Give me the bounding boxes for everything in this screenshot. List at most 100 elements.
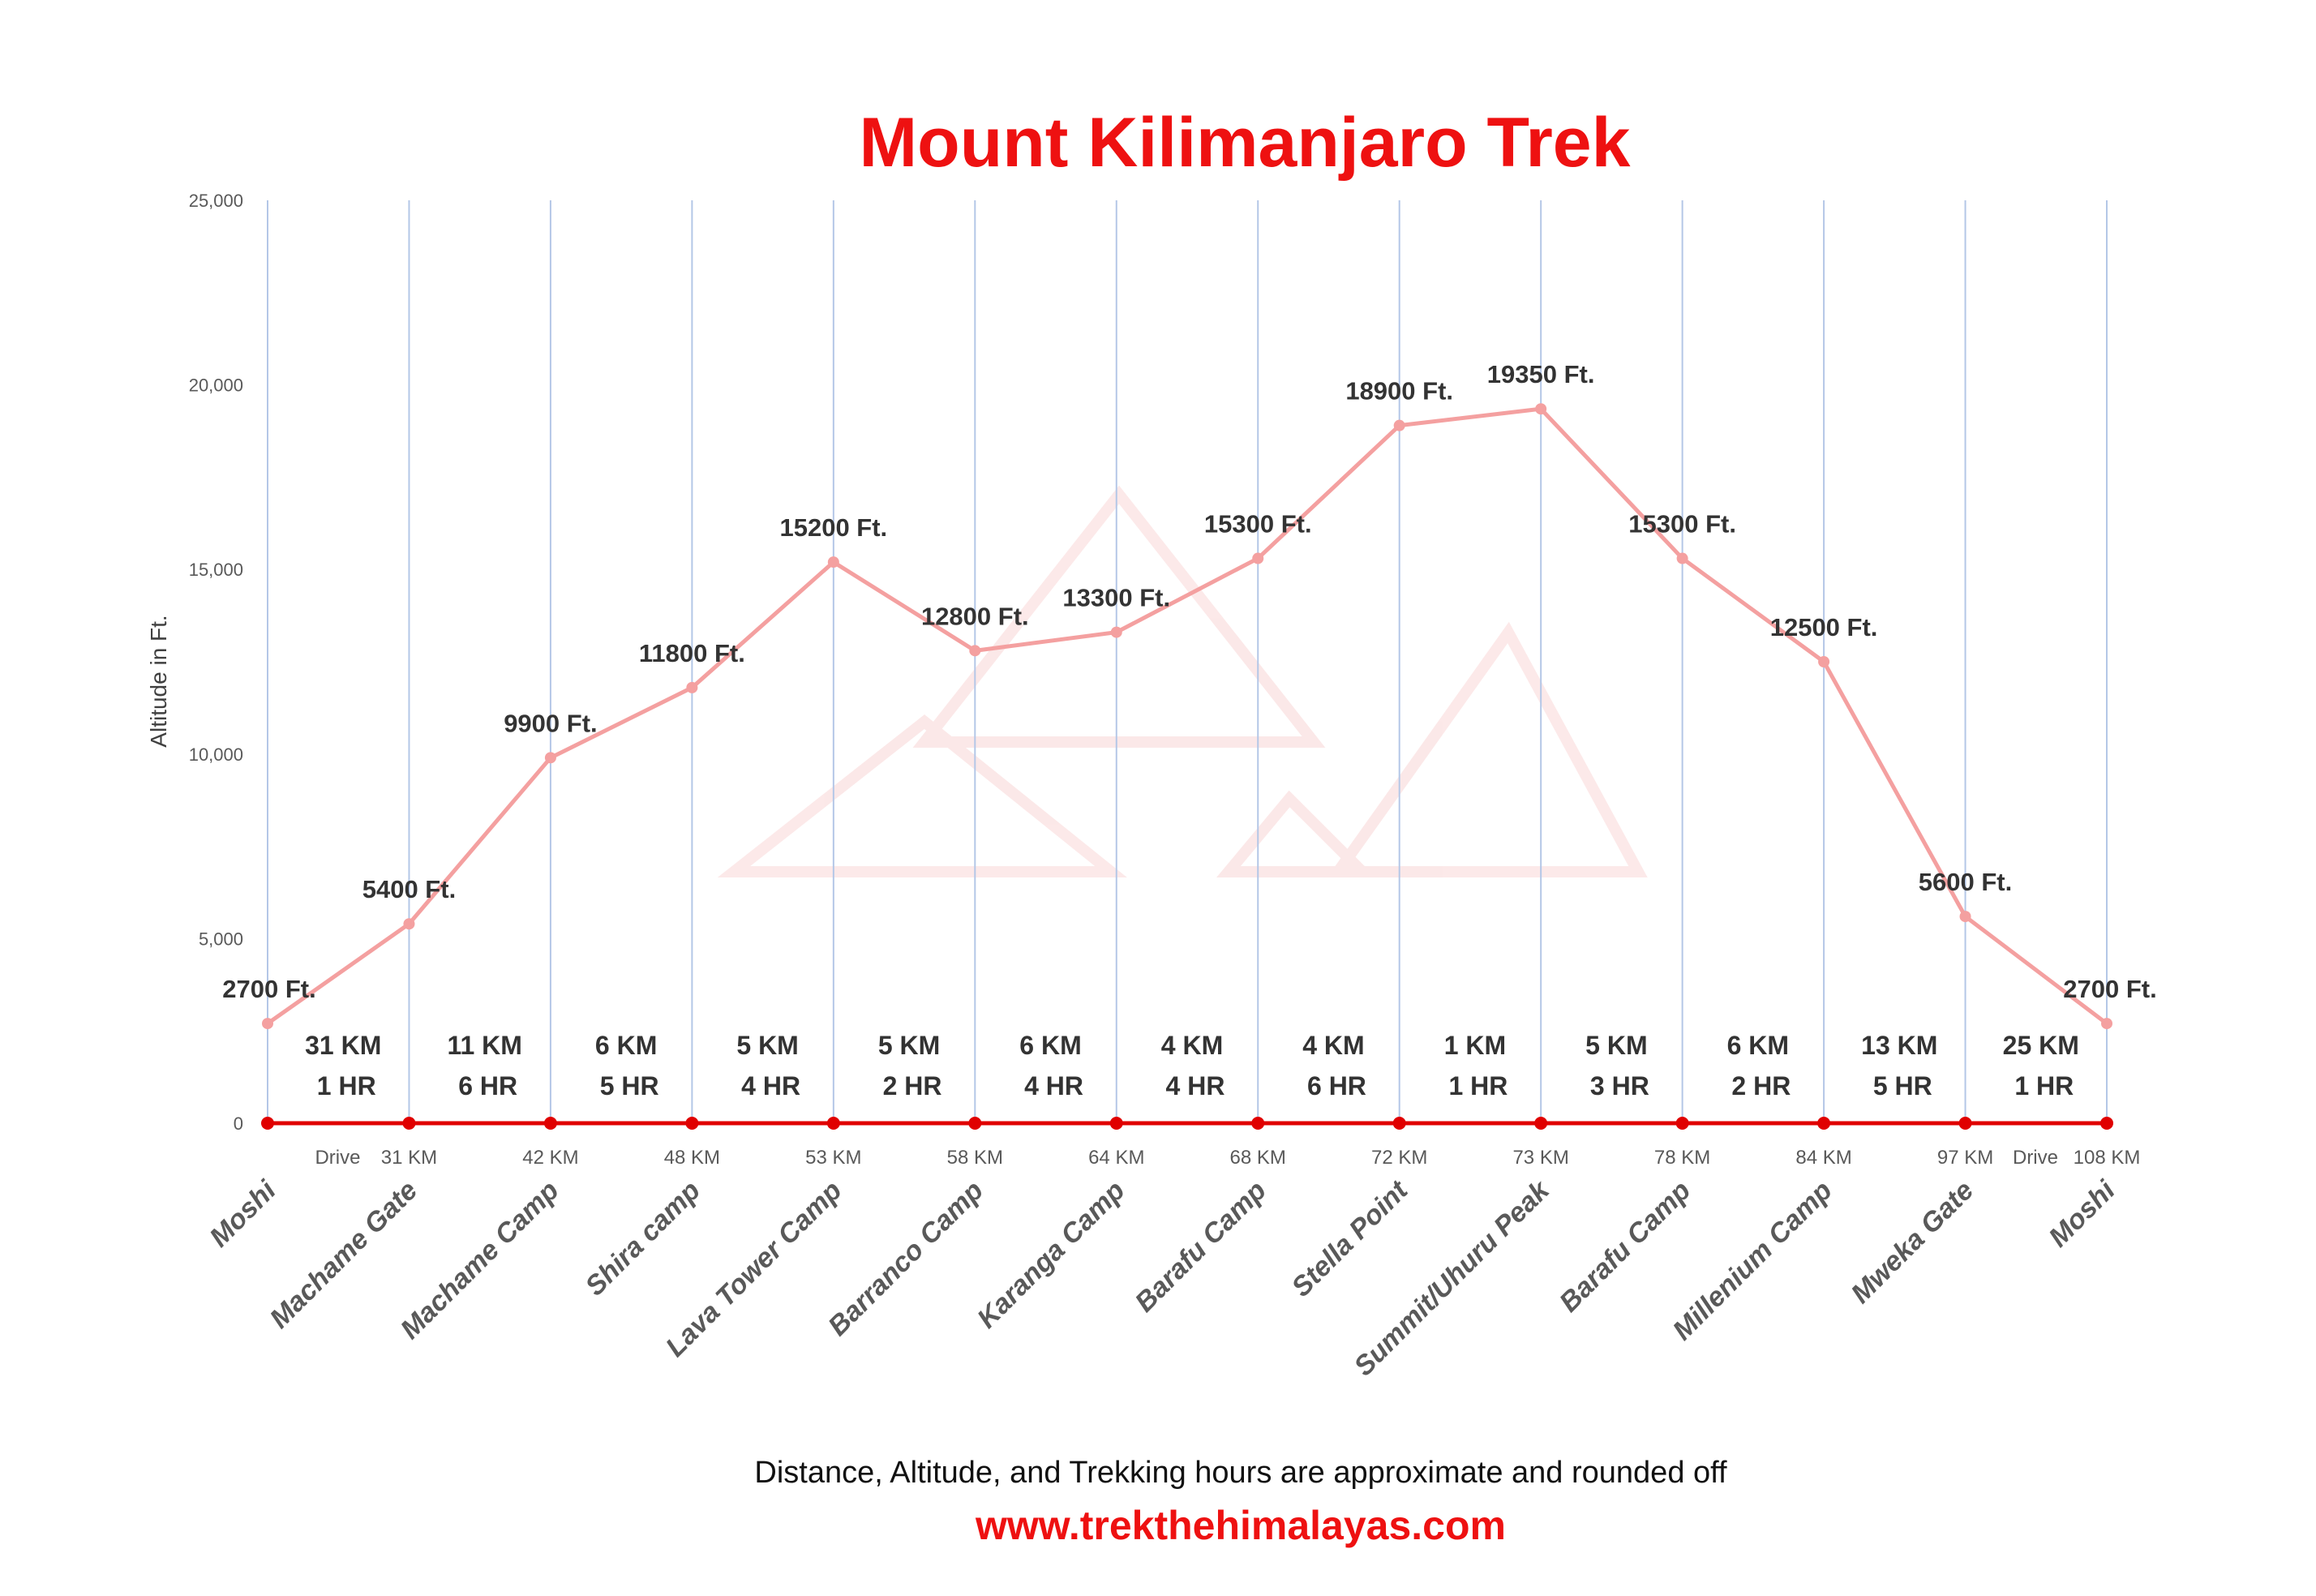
baseline-point bbox=[1675, 1117, 1689, 1130]
cumulative-distance: 78 KM bbox=[1654, 1147, 1710, 1169]
category-label: Shira camp bbox=[580, 1175, 706, 1302]
altitude-point bbox=[1959, 911, 1971, 923]
altitude-point bbox=[1393, 419, 1405, 431]
data-label: 5600 Ft. bbox=[1919, 868, 2012, 896]
watermark-logo bbox=[717, 485, 1648, 877]
baseline-point bbox=[1109, 1117, 1123, 1130]
baseline-point bbox=[1958, 1117, 1972, 1130]
data-label: 2700 Ft. bbox=[222, 975, 315, 1003]
cumulative-distance: 108 KM bbox=[2074, 1147, 2141, 1169]
segment-hours: 4 HR bbox=[741, 1071, 800, 1100]
baseline-point bbox=[2100, 1117, 2113, 1130]
baseline-point bbox=[1817, 1117, 1831, 1130]
baseline bbox=[261, 1117, 2113, 1130]
segment-hours: 5 HR bbox=[600, 1071, 659, 1100]
altitude-point bbox=[1535, 403, 1547, 415]
segment-distance: 1 KM bbox=[1444, 1031, 1506, 1060]
y-tick-label: 20,000 bbox=[189, 375, 243, 396]
altitude-point bbox=[969, 645, 981, 657]
category-label: Mweka Gate bbox=[1845, 1175, 1979, 1310]
data-label: 13300 Ft. bbox=[1062, 584, 1170, 612]
cumulative-distance: 84 KM bbox=[1795, 1147, 1851, 1169]
distance-labels: Drive Drive 31 KM 42 KM 48 KM 53 KM 58 KM 64 KM… bbox=[315, 1147, 2140, 1169]
segment-distance: 6 KM bbox=[1019, 1031, 1081, 1060]
segment-hours: 2 HR bbox=[1731, 1071, 1791, 1100]
data-label: 9900 Ft. bbox=[504, 709, 597, 737]
drive-note: Drive bbox=[315, 1147, 360, 1169]
segment-distance: 5 KM bbox=[878, 1031, 940, 1060]
altitude-point bbox=[827, 556, 839, 568]
baseline-point bbox=[968, 1117, 982, 1130]
baseline-point bbox=[685, 1117, 699, 1130]
category-label: Barafu Camp bbox=[1554, 1175, 1697, 1319]
segment-distance: 25 KM bbox=[2003, 1031, 2079, 1060]
cumulative-distance: 64 KM bbox=[1088, 1147, 1144, 1169]
altitude-point bbox=[686, 681, 698, 693]
segment-distance: 4 KM bbox=[1161, 1031, 1223, 1060]
y-tick-label: 25,000 bbox=[189, 191, 243, 211]
baseline-point bbox=[1392, 1117, 1406, 1130]
drive-note: Drive bbox=[2013, 1147, 2058, 1169]
baseline-point bbox=[826, 1117, 840, 1130]
altitude-point bbox=[2101, 1018, 2112, 1030]
data-label: 2700 Ft. bbox=[2063, 975, 2156, 1003]
chart-title: Mount Kilimanjaro Trek bbox=[860, 104, 1631, 182]
segment-hours: 3 HR bbox=[1590, 1071, 1649, 1100]
y-axis-label: Altitude in Ft. bbox=[146, 615, 171, 747]
y-tick-label: 0 bbox=[234, 1113, 243, 1134]
data-labels: 2700 Ft. 5400 Ft. 9900 Ft. 11800 Ft. 15200 F… bbox=[222, 360, 2156, 1003]
altitude-point bbox=[262, 1018, 273, 1030]
altitude-point bbox=[1818, 656, 1830, 667]
altitude-point bbox=[1110, 626, 1122, 638]
category-label: Moshi bbox=[204, 1174, 282, 1253]
cumulative-distance: 42 KM bbox=[522, 1147, 578, 1169]
baseline-point bbox=[261, 1117, 274, 1130]
category-label: Moshi bbox=[2043, 1174, 2121, 1253]
y-tick-label: 15,000 bbox=[189, 560, 243, 580]
segment-hours: 5 HR bbox=[1873, 1071, 1932, 1100]
baseline-point bbox=[1534, 1117, 1548, 1130]
y-tick-label: 5,000 bbox=[199, 929, 243, 949]
data-label: 18900 Ft. bbox=[1345, 377, 1453, 405]
category-label: Machame Camp bbox=[395, 1175, 565, 1345]
segment-distance: 11 KM bbox=[447, 1031, 521, 1060]
y-axis-ticks: 0 5,000 10,000 15,000 20,000 25,000 bbox=[189, 191, 243, 1134]
cumulative-distance: 48 KM bbox=[664, 1147, 720, 1169]
segment-hours: 4 HR bbox=[1166, 1071, 1225, 1100]
segment-distance: 4 KM bbox=[1302, 1031, 1364, 1060]
segment-distance: 5 KM bbox=[736, 1031, 798, 1060]
segment-distance: 31 KM bbox=[305, 1031, 381, 1060]
altitude-series bbox=[262, 403, 2112, 1030]
y-tick-label: 10,000 bbox=[189, 744, 243, 765]
category-label: Barranco Camp bbox=[822, 1175, 989, 1342]
data-label: 12500 Ft. bbox=[1770, 613, 1878, 641]
segment-labels: 31 KM 1 HR 11 KM 6 HR 6 KM 5 HR 5 KM 4 HR 5 KM 2 … bbox=[305, 1031, 2079, 1100]
category-label: Barafu Camp bbox=[1129, 1175, 1272, 1319]
data-label: 15300 Ft. bbox=[1628, 510, 1736, 538]
segment-hours: 1 HR bbox=[1448, 1071, 1508, 1100]
altitude-point bbox=[1252, 552, 1264, 564]
baseline-point bbox=[1251, 1117, 1265, 1130]
cumulative-distance: 68 KM bbox=[1230, 1147, 1286, 1169]
cumulative-distance: 31 KM bbox=[381, 1147, 437, 1169]
segment-distance: 5 KM bbox=[1585, 1031, 1647, 1060]
baseline-point bbox=[402, 1117, 416, 1130]
data-label: 15200 Ft. bbox=[779, 513, 887, 542]
data-label: 15300 Ft. bbox=[1204, 510, 1312, 538]
data-label: 5400 Ft. bbox=[362, 875, 456, 903]
footer-note: Distance, Altitude, and Trekking hours a… bbox=[754, 1456, 1727, 1490]
altitude-line bbox=[266, 406, 2108, 1026]
segment-distance: 6 KM bbox=[1727, 1031, 1789, 1060]
cumulative-distance: 73 KM bbox=[1512, 1147, 1568, 1169]
category-label: Karanga Camp bbox=[971, 1175, 1131, 1335]
segment-hours: 1 HR bbox=[2014, 1071, 2074, 1100]
data-label: 11800 Ft. bbox=[639, 639, 745, 667]
cumulative-distance: 97 KM bbox=[1937, 1147, 1993, 1169]
gridlines bbox=[267, 200, 2108, 1123]
data-label: 12800 Ft. bbox=[921, 602, 1029, 630]
segment-distance: 6 KM bbox=[595, 1031, 657, 1060]
footer-url[interactable]: www.trekthehimalayas.com bbox=[975, 1503, 1506, 1548]
altitude-point bbox=[403, 918, 415, 930]
